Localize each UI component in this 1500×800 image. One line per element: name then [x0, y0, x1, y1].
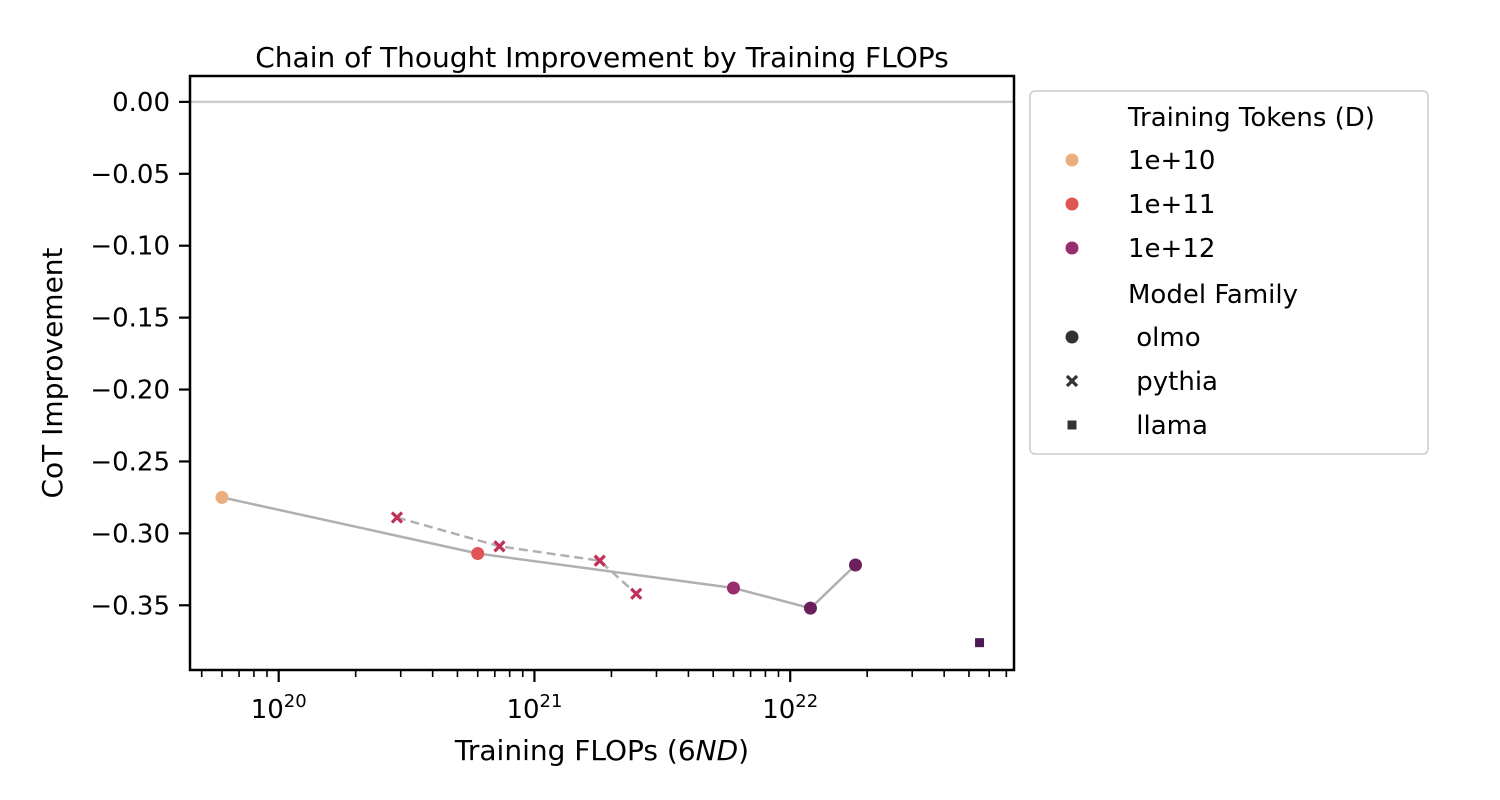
y-tick-label: −0.30	[90, 519, 170, 549]
x-tick-label-base: 10	[506, 695, 539, 725]
plot-frame	[188, 74, 1016, 672]
legend-marker-tokens-3	[1065, 241, 1079, 255]
x-tick-label-base: 10	[251, 695, 284, 725]
y-tick-label: 0.00	[112, 88, 170, 118]
data-point-pythia-2	[493, 540, 506, 553]
data-point-pythia-3	[593, 554, 606, 567]
x-tick-label-base: 10	[762, 695, 795, 725]
x-axis-label-close: )	[738, 734, 749, 767]
y-tick-label: −0.05	[90, 160, 170, 190]
legend-label-olmo: olmo	[1128, 323, 1201, 353]
legend: Training Tokens (D) 1e+10 1e+11 1e+12 Mode…	[1029, 90, 1429, 455]
legend-marker-olmo	[1065, 330, 1079, 344]
legend-label-tokens-3: 1e+12	[1128, 234, 1215, 264]
data-point-pythia-4	[630, 587, 643, 600]
y-tick-label: −0.20	[90, 376, 170, 406]
series-line-pythia	[396, 516, 638, 595]
legend-frame	[1029, 90, 1429, 455]
data-point-olmo-2	[471, 547, 485, 561]
legend-style-title: Model Family	[1128, 280, 1298, 310]
data-point-olmo-5	[848, 558, 862, 572]
x-tick-label: 1022	[762, 691, 818, 725]
x-tick-label-exponent: 21	[540, 691, 563, 712]
y-tick-label: −0.35	[90, 591, 170, 621]
data-point-olmo-4	[803, 601, 817, 615]
legend-hue-title: Training Tokens (D)	[1127, 103, 1375, 133]
legend-marker-tokens-1	[1065, 153, 1079, 167]
data-point-olmo-3	[726, 581, 740, 595]
legend-label-llama: llama	[1128, 411, 1208, 441]
y-axis-label: CoT Improvement	[36, 247, 69, 498]
data-point-olmo-1	[215, 490, 229, 504]
x-axis-label-main: Training FLOPs (6	[454, 734, 696, 767]
x-tick-label-exponent: 20	[284, 691, 307, 712]
x-tick-label-exponent: 22	[795, 691, 818, 712]
x-tick-label: 1020	[251, 691, 307, 725]
legend-marker-llama	[1067, 420, 1077, 430]
y-tick-label: −0.15	[90, 304, 170, 334]
y-tick-label: −0.10	[90, 232, 170, 262]
legend-label-tokens-1: 1e+10	[1128, 146, 1215, 176]
chart-title: Chain of Thought Improvement by Training…	[255, 41, 949, 74]
data-point-pythia-1	[390, 511, 404, 524]
legend-marker-tokens-2	[1065, 197, 1079, 211]
x-axis-label-italic: ND	[696, 734, 739, 767]
x-tick-label: 1021	[506, 691, 562, 725]
y-tick-label: −0.25	[90, 447, 170, 477]
legend-label-pythia: pythia	[1128, 367, 1218, 397]
legend-label-tokens-2: 1e+11	[1128, 190, 1215, 220]
x-axis-label: Training FLOPs (6ND)	[454, 734, 749, 767]
legend-marker-pythia	[1065, 374, 1079, 388]
data-point-llama-1	[975, 638, 985, 648]
